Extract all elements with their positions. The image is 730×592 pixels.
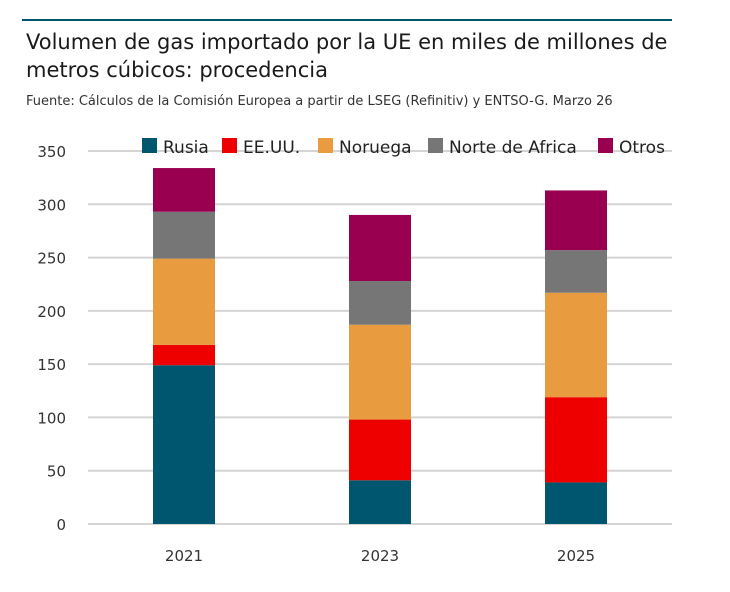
y-tick-label: 50	[47, 463, 66, 481]
bar-segment-norte-de-africa-2025	[545, 250, 607, 293]
legend-swatch	[598, 138, 613, 153]
bar-segment-otros-2021	[153, 168, 215, 212]
y-tick-label: 150	[37, 356, 66, 374]
bar-segment-ee-uu--2023	[349, 419, 411, 481]
y-tick-label: 350	[37, 143, 66, 161]
bar-segment-noruega-2025	[545, 292, 607, 398]
legend-label: Norte de Africa	[449, 138, 577, 158]
y-tick-label: 300	[37, 196, 66, 214]
bar-segment-rusia-2025	[545, 482, 607, 524]
bar-segment-noruega-2023	[349, 324, 411, 420]
bar-segment-rusia-2023	[349, 480, 411, 524]
bar-segment-norte-de-africa-2023	[349, 281, 411, 325]
legend-swatch	[318, 138, 333, 153]
y-tick-label: 250	[37, 250, 66, 268]
chart-title: Volumen de gas importado por la UE en mi…	[26, 30, 668, 82]
legend-label: Noruega	[339, 138, 412, 158]
x-tick-label: 2023	[361, 547, 399, 565]
legend-label: Otros	[619, 138, 665, 158]
bar-segment-norte-de-africa-2021	[153, 211, 215, 259]
y-tick-label: 0	[56, 516, 66, 534]
bar-segment-otros-2025	[545, 190, 607, 251]
bar-segment-rusia-2021	[153, 365, 215, 524]
top-rule	[22, 19, 672, 21]
x-tick-label: 2021	[165, 547, 203, 565]
y-tick-label: 100	[37, 409, 66, 427]
bar-segment-noruega-2021	[153, 258, 215, 345]
y-tick-label: 200	[37, 303, 66, 321]
legend-swatch	[222, 138, 237, 153]
bar-segment-ee-uu--2025	[545, 397, 607, 483]
x-tick-label: 2025	[557, 547, 595, 565]
legend-swatch	[428, 138, 443, 153]
legend-label: EE.UU.	[243, 138, 300, 158]
legend-label: Rusia	[163, 138, 209, 158]
bar-segment-otros-2023	[349, 214, 411, 282]
legend-swatch	[142, 138, 157, 153]
bar-segment-ee-uu--2021	[153, 344, 215, 366]
chart-source: Fuente: Cálculos de la Comisión Europea …	[26, 94, 613, 109]
